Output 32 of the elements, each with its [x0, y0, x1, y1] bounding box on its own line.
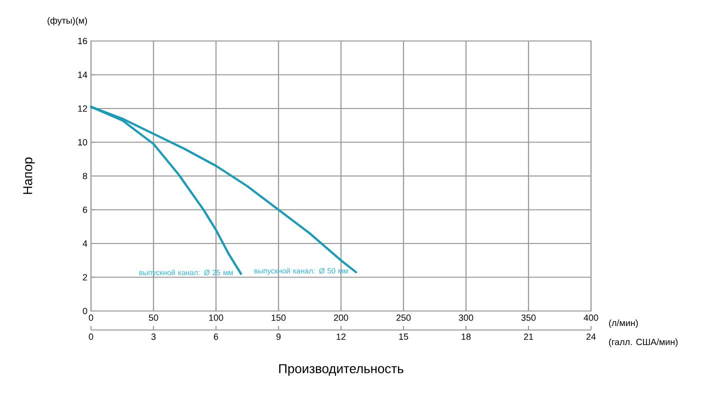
y-tick-label: 16 [78, 38, 88, 44]
x2-tick-label: 9 [276, 334, 281, 340]
x2-tick-label: 21 [524, 334, 534, 340]
x2-tick-label: 18 [462, 334, 471, 340]
y-tick-label: 10 [78, 139, 88, 146]
y-tick-label: 0 [82, 308, 88, 314]
x-tick-label: 50 [148, 314, 158, 321]
y-tick-label: 6 [82, 206, 88, 213]
x-tick-label: 150 [272, 314, 286, 321]
y-tick-label: 12 [78, 105, 88, 112]
x2-tick-label: 24 [586, 334, 596, 340]
x-axis-title: (л/мин) [609, 320, 638, 328]
y-tick-label: 8 [82, 172, 88, 180]
y-axis-title: Напор [23, 158, 35, 194]
x-tick-label: 300 [458, 314, 474, 321]
x-tick-label: 100 [209, 314, 224, 321]
x2-tick-label: 3 [151, 334, 156, 340]
x2-axis-title: (галл. США/мин) [609, 338, 678, 347]
x-tick-label: 200 [334, 314, 348, 321]
text: Производительность [279, 364, 404, 376]
x2-tick-label: 12 [336, 334, 346, 340]
y-tick-label: 14 [78, 72, 88, 78]
x-tick-label: 400 [584, 314, 598, 321]
x-tick-label: 350 [521, 314, 536, 321]
x-tick-label: 250 [396, 314, 411, 321]
x2-tick-label: 0 [88, 334, 94, 340]
x-tick-label: 0 [88, 314, 94, 321]
text: (футы)(м) [48, 17, 87, 26]
x2-tick-label: 6 [214, 334, 218, 340]
y-tick-label: 4 [82, 240, 88, 247]
x2-tick-label: 15 [399, 334, 408, 340]
y-tick-label: 2 [82, 274, 88, 280]
